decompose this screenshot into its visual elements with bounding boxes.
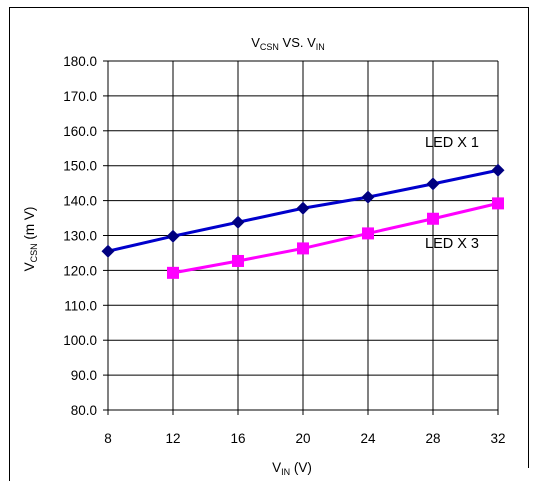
y-tick-label: 130.0 xyxy=(63,229,97,244)
y-tick-label: 120.0 xyxy=(63,263,97,278)
data-point-diamond xyxy=(361,190,375,204)
data-point-square xyxy=(362,227,374,240)
tick-labels: 80.0 90.0 100.0 110.0 120.0 130.0 140.0 150.0 16… xyxy=(63,54,505,446)
y-tick-label: 150.0 xyxy=(63,159,97,174)
data-point-square xyxy=(427,212,439,225)
data-point-diamond xyxy=(166,229,180,243)
x-tick-label: 32 xyxy=(490,431,505,446)
data-point-square xyxy=(297,242,309,255)
data-point-diamond xyxy=(491,163,505,177)
x-tick-label: 12 xyxy=(165,431,180,446)
x-tick-label: 16 xyxy=(230,431,245,446)
data-point-square xyxy=(492,197,504,210)
data-point-diamond xyxy=(426,177,440,191)
series-line-2 xyxy=(172,201,499,275)
data-point-diamond xyxy=(231,215,245,229)
y-tick-label: 180.0 xyxy=(63,54,97,69)
x-tick-label: 28 xyxy=(425,431,440,446)
data-point-diamond xyxy=(101,244,115,258)
y-tick-label: 160.0 xyxy=(63,124,97,139)
frame-edge xyxy=(9,467,10,481)
y-tick-label: 90.0 xyxy=(71,368,97,383)
x-tick-label: 20 xyxy=(295,431,310,446)
legend-label-led-x3: LED X 3 xyxy=(425,236,479,252)
data-point-diamond xyxy=(296,201,310,215)
y-tick-label: 170.0 xyxy=(63,89,97,104)
data-point-square xyxy=(167,266,179,279)
legend-label-led-x1: LED X 1 xyxy=(425,135,479,151)
y-axis-label: VCSN (m V) xyxy=(22,207,39,272)
series-layer xyxy=(101,163,505,279)
chart-title: VCSN VS. VIN xyxy=(251,35,325,52)
x-tick-label: 24 xyxy=(360,431,376,446)
x-tick-label: 8 xyxy=(104,431,112,446)
y-tick-label: 140.0 xyxy=(63,194,97,209)
y-tick-label: 80.0 xyxy=(71,403,97,418)
data-point-square xyxy=(232,254,244,267)
y-tick-label: 100.0 xyxy=(63,333,97,348)
chart-frame xyxy=(9,7,529,468)
x-axis-label: VIN (V) xyxy=(272,460,312,477)
y-tick-label: 110.0 xyxy=(64,298,97,313)
